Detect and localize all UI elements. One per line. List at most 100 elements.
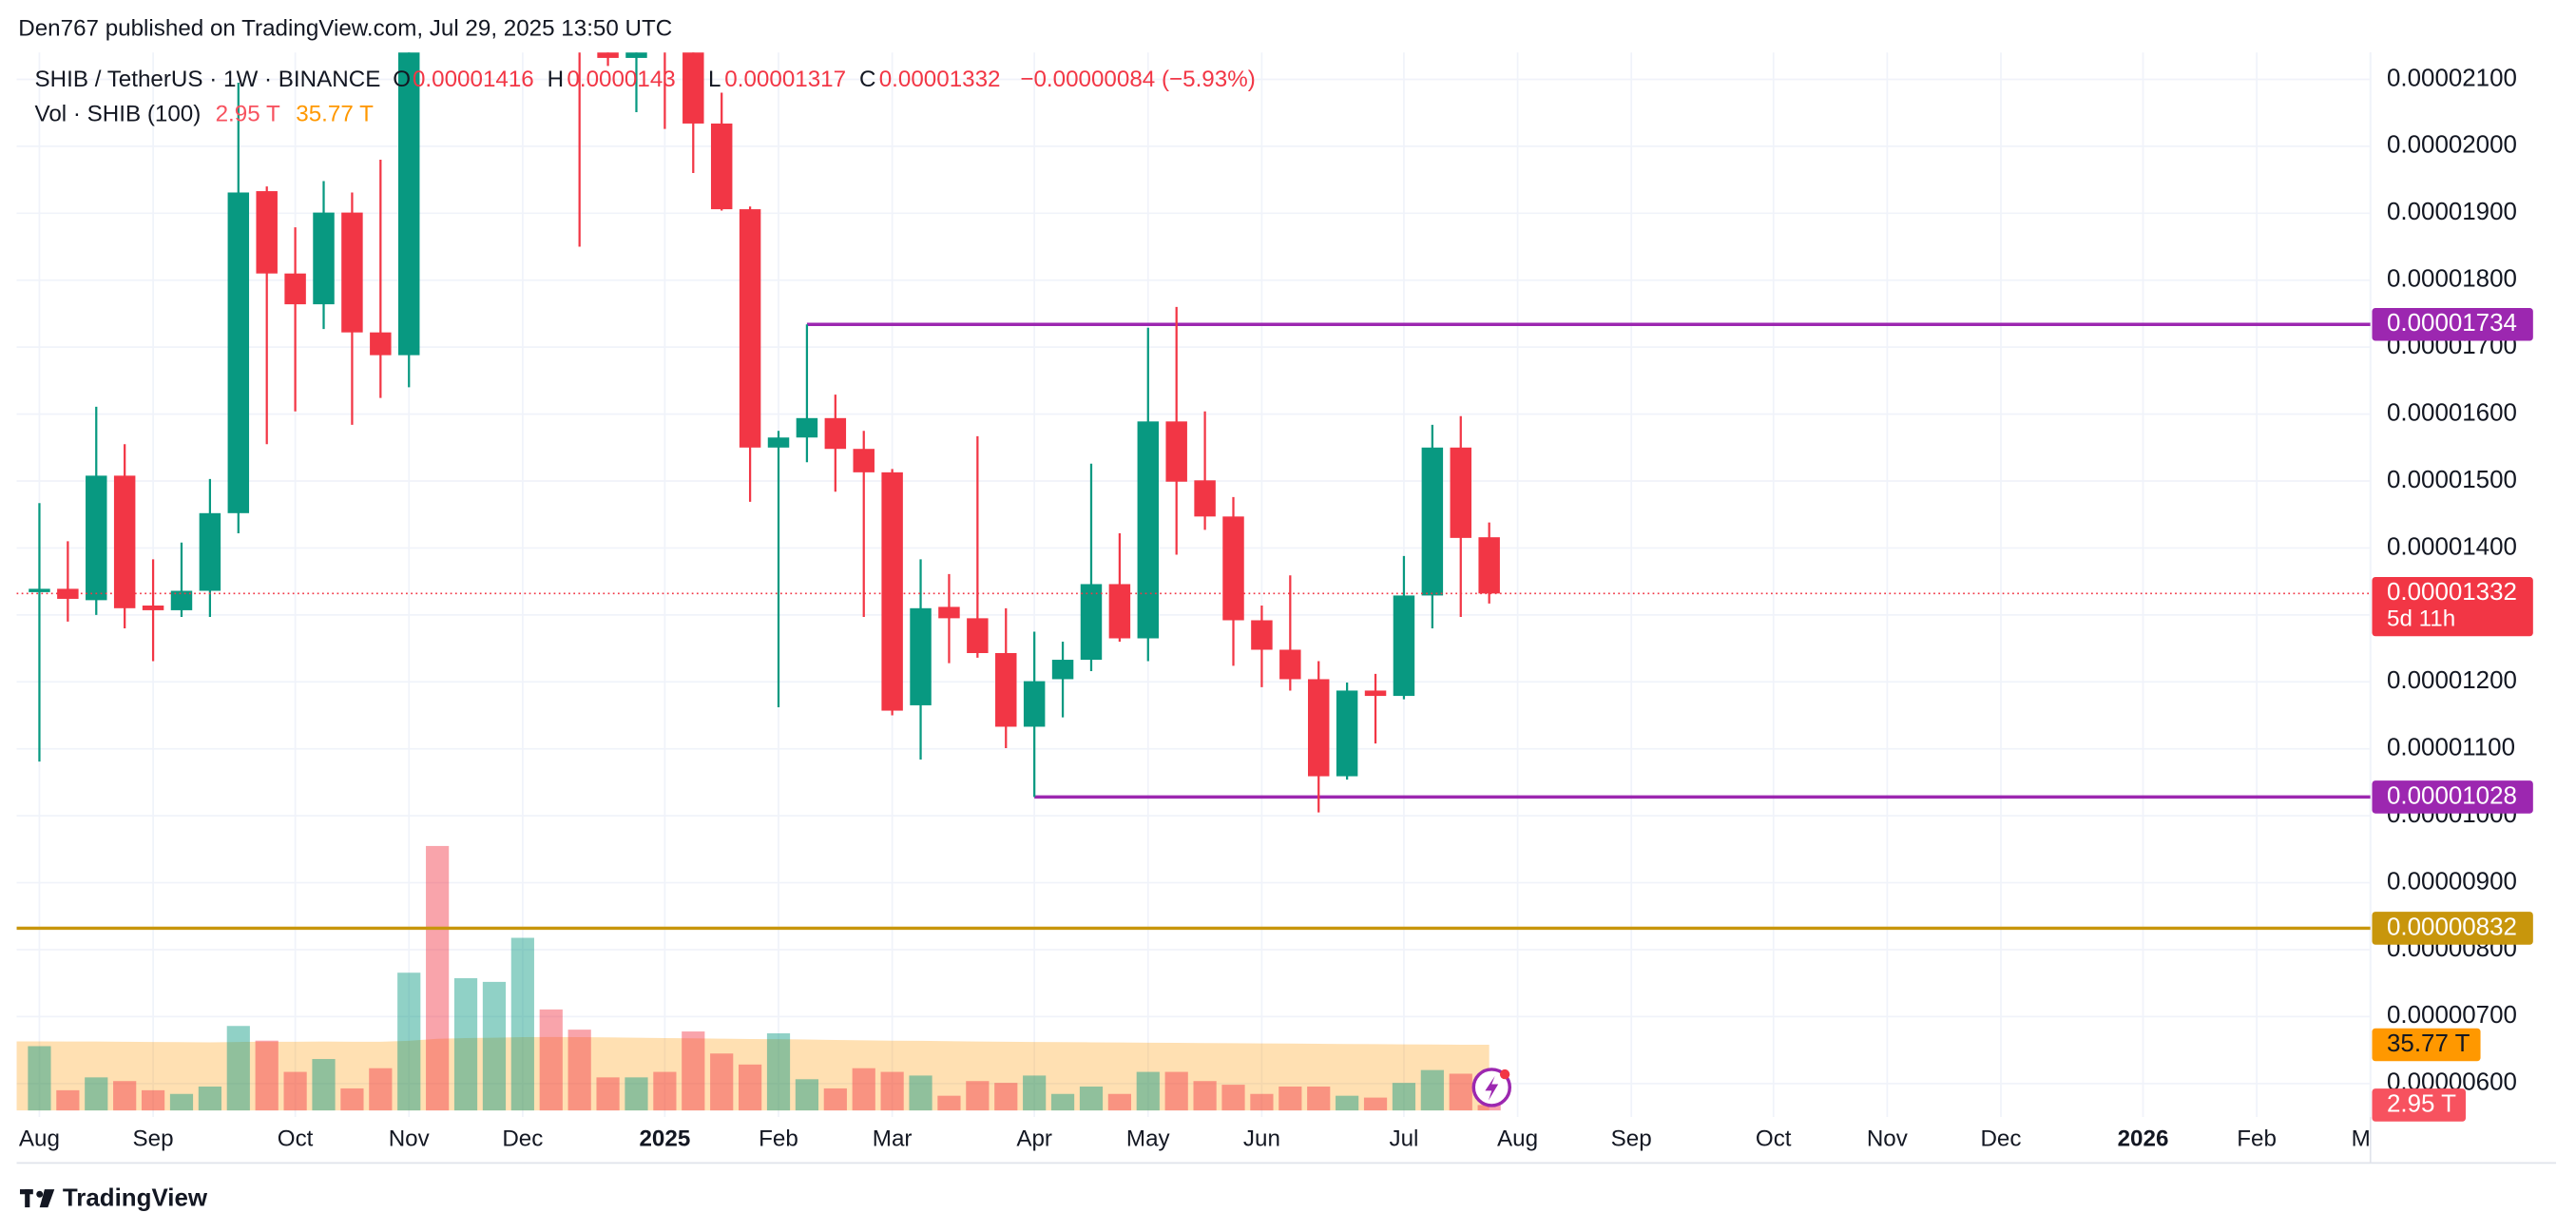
- candle-body: [1222, 516, 1244, 621]
- candle-body: [1421, 447, 1444, 596]
- volume-bar: [994, 1083, 1018, 1111]
- y-tick-label: 0.00001600: [2387, 399, 2517, 426]
- volume-bar: [1392, 1083, 1416, 1111]
- x-tick-label: 2026: [2118, 1126, 2169, 1152]
- volume-bar: [453, 978, 478, 1111]
- x-tick-label: Feb: [2237, 1126, 2277, 1152]
- volume-bar: [85, 1077, 108, 1111]
- candle-body: [256, 191, 278, 274]
- volume-bar: [880, 1071, 904, 1111]
- y-tick-label: 0.00001900: [2387, 199, 2517, 225]
- countdown-label: 5d 11h: [2387, 606, 2455, 631]
- candle-body: [1393, 595, 1415, 697]
- volume-bar: [312, 1059, 336, 1111]
- volume-bar: [823, 1088, 847, 1111]
- volume-bar: [1107, 1093, 1131, 1111]
- level-badge-label: 0.00001028: [2387, 782, 2517, 809]
- replay-icon[interactable]: [1471, 1068, 1512, 1107]
- level-badge-label: 0.00001734: [2387, 310, 2517, 337]
- volume-bar: [766, 1032, 791, 1111]
- legend-change: −0.00000084 (−5.93%): [1020, 67, 1255, 92]
- candle-body: [1307, 679, 1330, 777]
- x-tick-label: Nov: [1867, 1126, 1909, 1152]
- candle-body: [1137, 421, 1160, 639]
- candle-body: [142, 605, 164, 610]
- x-tick-label: Jun: [1243, 1126, 1280, 1152]
- candle-body: [1051, 660, 1074, 680]
- volume-ma-badge: [2372, 1028, 2481, 1062]
- candle-body: [86, 475, 107, 601]
- volume-bar: [653, 1071, 677, 1111]
- volume-bar: [1221, 1085, 1245, 1111]
- grid: [16, 52, 2372, 1118]
- y-tick-label: 0.00002000: [2387, 132, 2517, 159]
- overlay: 0.000006000.000007000.000008000.00000900…: [19, 65, 2533, 1152]
- y-tick-label: 0.00001100: [2387, 735, 2515, 761]
- candle-body: [625, 52, 647, 58]
- y-tick-label: 0.00000700: [2387, 1002, 2517, 1029]
- x-tick-label: Aug: [19, 1126, 60, 1152]
- candle-body: [113, 475, 136, 608]
- volume-bar: [1023, 1075, 1047, 1111]
- x-tick-label: Dec: [1980, 1126, 2021, 1152]
- volume-bar: [625, 1077, 648, 1111]
- brand-name: TradingView: [63, 1184, 208, 1211]
- candle-body: [710, 123, 733, 210]
- volume-title: Vol · SHIB (100): [35, 101, 202, 126]
- candle-body: [1450, 447, 1471, 538]
- legend-h: H: [548, 67, 564, 92]
- candle-body: [938, 606, 960, 619]
- x-tick-label: May: [1126, 1126, 1171, 1152]
- volume-bar: [1050, 1093, 1075, 1111]
- volume-bar: [28, 1046, 51, 1111]
- volume-bar: [1363, 1097, 1388, 1111]
- level-badge: [2372, 307, 2533, 341]
- legend-low: 0.00001317: [724, 67, 846, 92]
- candle-body: [1080, 584, 1103, 661]
- x-tick-label: Nov: [389, 1126, 431, 1152]
- candle-body: [284, 273, 306, 305]
- volume-bar: [966, 1081, 990, 1111]
- volume-bar: [283, 1071, 307, 1111]
- candle-body: [1023, 681, 1046, 727]
- legend-open: 0.00001416: [413, 67, 534, 92]
- volume-bar: [141, 1089, 165, 1111]
- level-badge: [2372, 912, 2533, 945]
- candle-body: [1336, 690, 1358, 777]
- candle-body: [1165, 421, 1187, 482]
- price-badge: [2372, 577, 2533, 637]
- candle-body: [170, 590, 193, 610]
- volume-bar: [710, 1053, 734, 1111]
- x-tick-label: Feb: [759, 1126, 798, 1152]
- volume-bar: [226, 1026, 250, 1111]
- volume-bar: [340, 1088, 364, 1111]
- volume-bar: [1079, 1087, 1104, 1111]
- candle-body: [370, 332, 392, 356]
- x-tick-label: M: [2352, 1126, 2371, 1152]
- volume-bar: [426, 845, 450, 1111]
- y-tick-label: 0.00000900: [2387, 868, 2517, 895]
- volume-bar: [482, 981, 507, 1111]
- volume-bar: [198, 1087, 221, 1111]
- volume-bar: [1420, 1069, 1444, 1111]
- symbol-title: SHIB / TetherUS · 1W · BINANCE: [35, 67, 381, 92]
- volume-bar: [596, 1077, 620, 1111]
- volume-bar: [567, 1030, 591, 1111]
- volume-bar: [1136, 1071, 1160, 1111]
- volume-bar: [1336, 1095, 1359, 1111]
- candle-body: [1251, 620, 1273, 650]
- volume-value: 2.95 T: [216, 101, 280, 126]
- legend-c: C: [859, 67, 875, 92]
- brand-logo: [19, 1189, 55, 1208]
- candle-body: [910, 607, 932, 705]
- volume-badge-label: 2.95 T: [2387, 1090, 2456, 1117]
- volume-bar: [1307, 1087, 1331, 1111]
- candle-body: [227, 192, 250, 513]
- volume-bar: [255, 1040, 279, 1111]
- candle-body: [1364, 690, 1387, 697]
- candle-body: [739, 209, 761, 448]
- y-tick-label: 0.00001200: [2387, 667, 2517, 694]
- level-badge-label: 0.00000832: [2387, 914, 2517, 940]
